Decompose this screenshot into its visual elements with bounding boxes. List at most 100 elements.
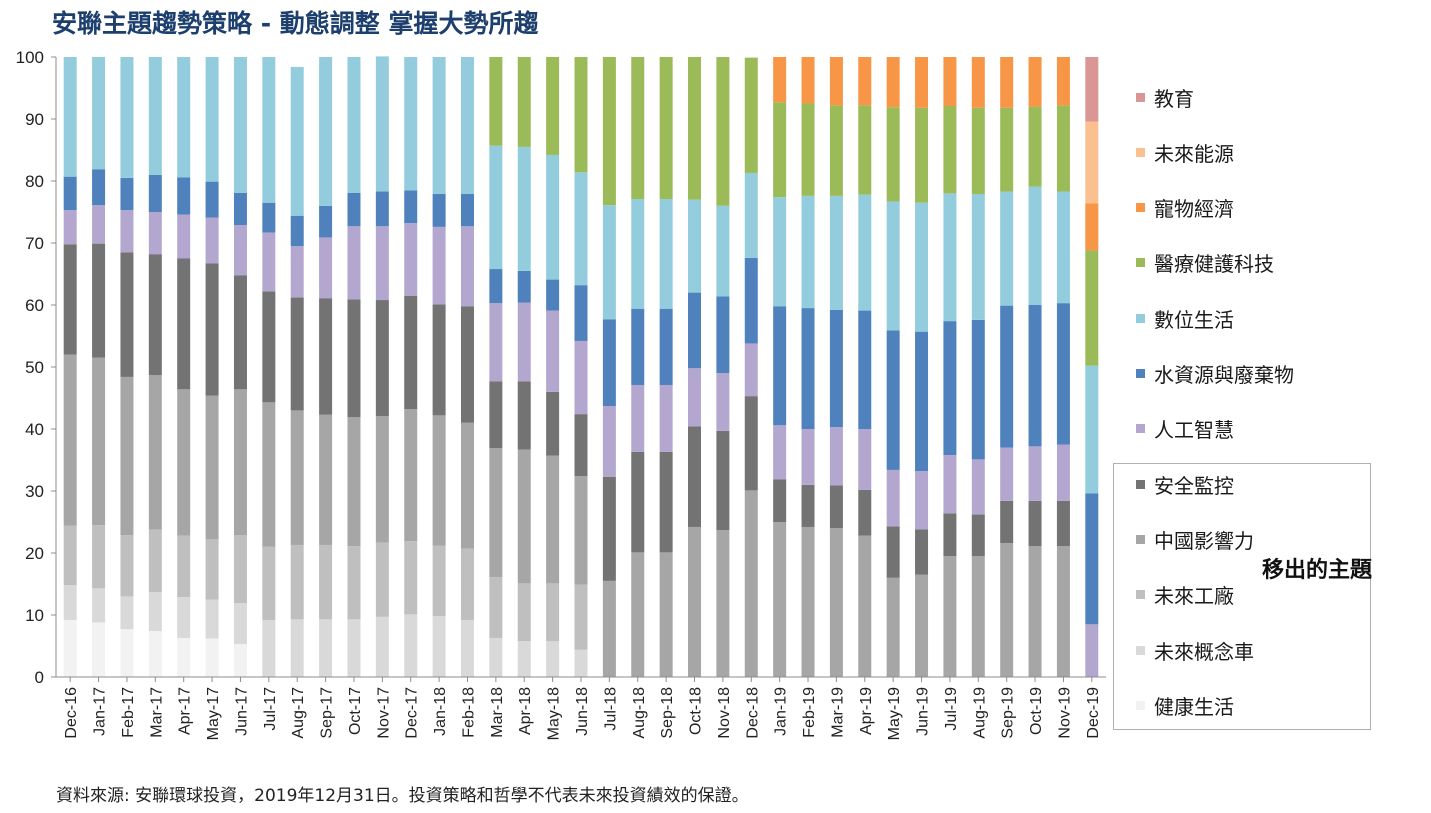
bar-segment-Feb-17-s2	[120, 535, 134, 597]
bar-segment-May-17-s2	[205, 539, 219, 600]
bar-segment-Oct-17-s6	[347, 192, 361, 227]
y-tick-label-20: 20	[25, 544, 44, 563]
legend-item-6: 水資源與廢棄物	[1136, 361, 1294, 387]
bar-segment-Dec-19-s10	[1085, 121, 1099, 204]
bar-segment-Dec-17-s7	[404, 57, 418, 191]
bar-segment-Nov-17-s1	[375, 616, 389, 677]
bar-segment-Nov-17-s7	[375, 56, 389, 192]
bar-segment-Jul-17-s7	[262, 57, 276, 203]
legend-item-2: 未來能源	[1136, 139, 1234, 166]
bar-segment-Feb-17-s7	[120, 57, 134, 178]
bar-segment-May-19-s6	[886, 330, 900, 470]
bar-segment-Jan-19-s8	[773, 102, 787, 198]
bar-segment-Oct-19-s9	[1028, 57, 1042, 107]
bar-segment-Nov-18-s7	[716, 205, 730, 297]
x-tick-label-Sep-19: Sep-19	[1000, 687, 1017, 739]
legend-item-4: 醫療健護科技	[1136, 250, 1274, 276]
bar-segment-Oct-17-s3	[347, 417, 361, 547]
x-tick-label-Sep-18: Sep-18	[659, 687, 676, 739]
legend-swatch	[1136, 203, 1145, 213]
bar-segment-Jan-18-s3	[432, 415, 446, 546]
legend-label: 數位生活	[1154, 307, 1234, 332]
x-tick-label-Jul-17: Jul-17	[262, 687, 279, 731]
bar-segment-Dec-16-s6	[63, 176, 77, 211]
bar-segment-Jul-17-s6	[262, 202, 276, 233]
legend-item-10: 未來工廠	[1136, 582, 1234, 608]
bar-segment-Feb-19-s7	[801, 195, 815, 309]
bar-segment-Oct-19-s8	[1028, 106, 1042, 187]
bar-segment-Nov-19-s5	[1056, 444, 1070, 501]
bar-segment-Aug-17-s4	[290, 297, 304, 411]
legend-item-3: 寵物經濟	[1136, 195, 1234, 221]
bar-segment-Aug-18-s8	[631, 57, 645, 199]
bar-segment-Jul-19-s7	[943, 193, 957, 322]
bar-segment-May-17-s6	[205, 181, 219, 218]
bar-segment-Feb-18-s6	[460, 194, 474, 227]
x-tick-label-Oct-18: Oct-18	[688, 687, 705, 735]
bar-segment-Jun-19-s6	[915, 331, 929, 472]
bar-segment-Oct-18-s6	[688, 292, 702, 369]
x-tick-label-Apr-17: Apr-17	[177, 687, 194, 735]
legend-swatch	[1136, 700, 1145, 710]
bar-segment-Mar-19-s4	[829, 485, 843, 529]
bar-segment-Aug-17-s3	[290, 410, 304, 545]
bar-segment-Mar-19-s5	[829, 427, 843, 486]
bar-segment-Feb-17-s0	[120, 629, 134, 677]
legend-swatch	[1136, 645, 1145, 655]
x-tick-label-Oct-19: Oct-19	[1028, 687, 1045, 735]
bar-segment-Sep-18-s6	[659, 308, 673, 385]
bar-segment-Mar-17-s0	[148, 631, 162, 677]
bar-segment-Feb-18-s5	[460, 226, 474, 307]
bar-segment-Apr-19-s6	[858, 310, 872, 429]
bar-segment-Aug-17-s1	[290, 619, 304, 677]
x-tick-label-Jun-17: Jun-17	[233, 687, 250, 736]
bar-segment-May-18-s4	[546, 391, 560, 456]
bar-segment-Apr-18-s3	[517, 449, 531, 584]
bar-segment-Aug-18-s7	[631, 198, 645, 309]
legend-label: 水資源與廢棄物	[1154, 363, 1294, 387]
bar-segment-Apr-17-s3	[177, 389, 191, 536]
bar-segment-Jul-17-s2	[262, 546, 276, 620]
bar-segment-Jan-18-s2	[432, 545, 446, 617]
bar-segment-May-17-s0	[205, 638, 219, 677]
bar-segment-Dec-16-s5	[63, 210, 77, 245]
bar-segment-Dec-18-s7	[744, 172, 758, 258]
bar-segment-Apr-18-s1	[517, 641, 531, 677]
bar-segment-Mar-18-s8	[489, 57, 503, 146]
bar-segment-Feb-19-s9	[801, 57, 815, 104]
legend-label: 人工智慧	[1154, 418, 1234, 443]
y-tick-label-50: 50	[25, 358, 44, 377]
bar-segment-Jun-18-s7	[574, 172, 588, 286]
bar-segment-Dec-16-s0	[63, 619, 77, 677]
bar-segment-Feb-17-s3	[120, 376, 134, 536]
x-tick-label-Jan-19: Jan-19	[773, 687, 790, 736]
bar-segment-Sep-19-s4	[1000, 500, 1014, 544]
bar-segment-Jun-17-s0	[233, 644, 247, 677]
bar-segment-Dec-19-s8	[1085, 250, 1099, 366]
bar-segment-Dec-16-s3	[63, 354, 77, 526]
x-tick-label-Mar-17: Mar-17	[148, 687, 165, 738]
bar-segment-Jul-19-s9	[943, 57, 957, 106]
bar-segment-Mar-18-s2	[489, 577, 503, 638]
bar-segment-Sep-18-s3	[659, 552, 673, 677]
x-tick-label-Dec-19: Dec-19	[1085, 687, 1102, 739]
bar-segment-Sep-17-s1	[319, 619, 333, 677]
bar-segment-Oct-19-s7	[1028, 186, 1042, 305]
bar-segment-Oct-17-s4	[347, 299, 361, 418]
legend-item-11: 未來概念車	[1136, 637, 1254, 664]
x-tick-label-Aug-19: Aug-19	[971, 687, 988, 739]
bar-segment-Apr-19-s4	[858, 489, 872, 536]
bar-segment-Dec-16-s2	[63, 525, 77, 586]
bar-segment-Jun-18-s8	[574, 57, 588, 173]
x-tick-label-Feb-18: Feb-18	[460, 687, 477, 738]
bar-segment-Sep-17-s5	[319, 237, 333, 299]
bar-segment-Mar-19-s6	[829, 309, 843, 428]
bar-segment-Feb-19-s4	[801, 484, 815, 527]
bar-segment-Feb-19-s3	[801, 526, 815, 677]
bar-segment-Jun-18-s4	[574, 414, 588, 477]
moved-out-label: 移出的主題	[1262, 558, 1373, 583]
bar-segment-Feb-17-s5	[120, 210, 134, 253]
x-tick-label-Jun-19: Jun-19	[915, 687, 932, 736]
bar-segment-Feb-19-s8	[801, 103, 815, 196]
bar-segment-Jun-19-s5	[915, 471, 929, 530]
